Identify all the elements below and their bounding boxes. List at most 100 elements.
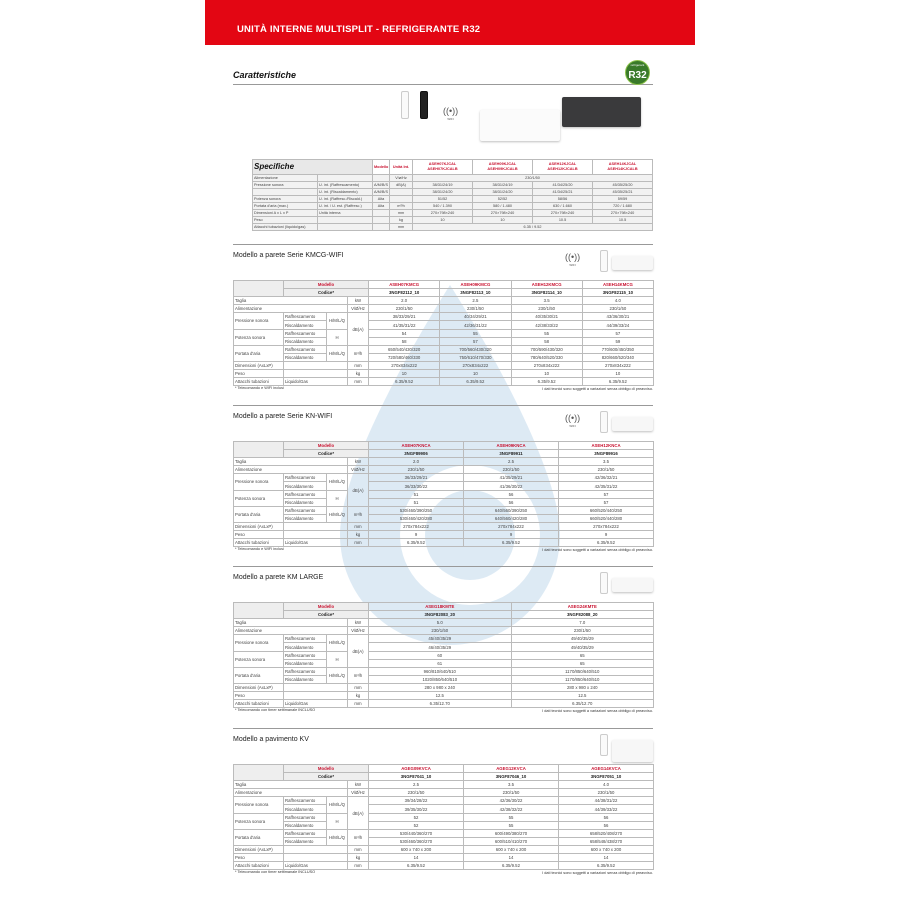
value-cell: 270x834x222 [510, 360, 583, 371]
unit-cell: kg [346, 530, 370, 540]
speed-label: H/M/L/Q [326, 828, 348, 846]
value-cell: 49/40/35/29 [510, 642, 655, 652]
table-row: Riscaldamento 39/35/30/22 42/38/32/22 44/39… [234, 804, 655, 814]
table-row: Pressione sonora Raffrescamento H/M/L/Q dB(… [233, 634, 655, 668]
mode-label: Riscaldamento [283, 513, 327, 523]
mode-label: Raffrescamento [283, 812, 327, 822]
col-modello: Modello [372, 159, 391, 175]
value-cell: 42/38/32/22 [463, 804, 560, 814]
table-row: Peso kg 9 9 9 [233, 530, 655, 540]
mode-label: Raffrescamento [283, 328, 327, 338]
value-cell: 39/34/28/22 [368, 796, 465, 806]
codice-header: Codice* [282, 610, 370, 620]
table-row: Taglia kW 2.5 3.5 4.0 [233, 780, 655, 790]
modello-header: Modello [282, 279, 370, 290]
mode-label: Raffrescamento [283, 650, 327, 660]
header-corner [233, 279, 284, 298]
mode-label: Raffrescamento [283, 473, 327, 483]
table-row: Codice* 3NGF82083_20 3NGF82088_20 [234, 610, 655, 620]
wifi-label: WIFI [569, 424, 576, 428]
indoor-unit-black-image [562, 97, 641, 127]
spec-model-name: ASEH07KJCAL [428, 162, 457, 166]
unit-cell: kW [346, 457, 370, 467]
spec-row: Portata d'aria (max.) U. int. / U. est. (… [252, 202, 654, 210]
table-row: Codice* 3NGF89906 3NGF89911 3NGF89916 [234, 449, 655, 459]
unit-cell: kW [346, 780, 370, 790]
spec-value: 52/52 [472, 195, 534, 203]
value-cell: 700/590/430/320 [510, 344, 583, 354]
spec-unit: mm [389, 209, 414, 217]
spec-model-name: ASEH14KJCAL [608, 162, 637, 166]
table-row: Dimensioni (AxLxP) mm 270x834x222 270x834x2… [233, 360, 655, 371]
header-corner [233, 763, 284, 782]
row-label: Alimentazione [233, 788, 348, 798]
specs-table: Modello AGEG09KVCA AGEG12KVCA AGEG14KVCA Cod… [233, 763, 655, 871]
model-code: 3NGF89906 [368, 449, 465, 459]
value-cell: 42/38/33/22 [510, 320, 583, 330]
value-cell: 230/1/50 [463, 465, 560, 475]
value-cell: 750/610/470/330 [439, 352, 512, 362]
value-cell: 230/1/50 [368, 788, 465, 798]
value-cell: 2.0 [368, 296, 441, 306]
spec-label: Attacchi tubazioni (liquido/gas) [252, 223, 318, 231]
table-row: Codice* 3NGF87041_10 3NGF87046_10 3NGF87051… [234, 772, 655, 782]
table-row: Modello ASEG18KMTE ASEG24KMTE [233, 601, 655, 620]
value-cell: 51 [368, 489, 465, 499]
unit-cell: V/Ø/Hz [346, 304, 370, 314]
unit-cell: dB(A) [346, 634, 370, 668]
row-label: Dimensioni (AxLxP) [233, 360, 284, 371]
empty-cell [283, 521, 348, 532]
section-divider [233, 405, 653, 406]
value-cell: 55 [463, 820, 560, 830]
unit-cell: mm [346, 538, 370, 548]
spec-model-name: ASEH07KJCALB [427, 167, 458, 171]
r32-badge: refrigerant R32 [625, 60, 650, 85]
spec-unit: V/ø/Hz [389, 174, 414, 182]
unit-cell: kW [346, 618, 370, 628]
wifi-icon: ((•)) WIFI [443, 106, 459, 122]
spec-value: 38/31/24/20 [472, 188, 534, 196]
value-cell: 280 x 980 x 240 [510, 682, 655, 693]
table-row: Peso kg 12.5 12.5 [233, 691, 655, 701]
spec-mod [372, 174, 391, 182]
row-label: Dimensioni (AxLxP) [233, 682, 284, 693]
value-cell: 6.35/9.52 [558, 538, 655, 548]
value-cell: 230/1/50 [558, 465, 655, 475]
table-row: Portata d'aria Raffrescamento H/M/L/Q m³/h 5… [233, 505, 655, 523]
model-name: ASEG24KMTE [510, 601, 655, 612]
codice-header: Codice* [282, 449, 370, 459]
value-cell: 600 x 740 x 200 [463, 844, 560, 855]
value-cell: 36/33/30/22 [368, 481, 465, 491]
spec-model-header: ASEH14KJCAL ASEH14KJCALB [592, 159, 654, 175]
mode-label: Raffrescamento [283, 344, 327, 354]
spec-row: Alimentazione V/ø/Hz 230/1/50 [252, 174, 654, 182]
liqgas-label: Liquido/Gas [283, 861, 348, 871]
spec-value: 10.5 [532, 216, 594, 224]
value-cell: 6.35/9.52 [581, 377, 655, 387]
model-name: AGEG12KVCA [463, 763, 560, 774]
unit-cell: dB(A) [346, 473, 370, 507]
value-cell: 7.0 [510, 618, 655, 628]
value-cell: 3.5 [463, 780, 560, 790]
section-title: Modello a parete Serie KN-WIFI [233, 413, 333, 420]
value-cell: 9 [558, 530, 655, 540]
model-name: ASEH12KNCA [558, 440, 655, 451]
value-cell: 1170/850/640/510 [510, 674, 655, 684]
speed-label: H [326, 812, 348, 830]
specifiche-title: Specifiche [251, 159, 374, 175]
row-label: Peso [233, 691, 284, 701]
model-name: ASEH09KMCG [439, 279, 512, 290]
value-cell: 960/810/640/510 [368, 666, 512, 676]
value-cell: 12.5 [510, 691, 655, 701]
mode-label: Riscaldamento [283, 642, 327, 652]
model-name: ASEH07KNCA [368, 440, 465, 451]
value-cell: 270x834x222 [439, 360, 512, 371]
model-code: 3NGF82113_10 [439, 288, 512, 298]
footnote: * Telecomando con timer settimanale INCL… [235, 870, 316, 874]
modello-header: Modello [282, 601, 370, 612]
section-title: Modello a pavimento KV [233, 736, 309, 743]
value-cell: 2.0 [368, 457, 465, 467]
speed-label: H/M/L/Q [326, 473, 348, 491]
model-code: 3NGF82115_10 [581, 288, 655, 298]
value-cell: 60 [368, 650, 512, 660]
